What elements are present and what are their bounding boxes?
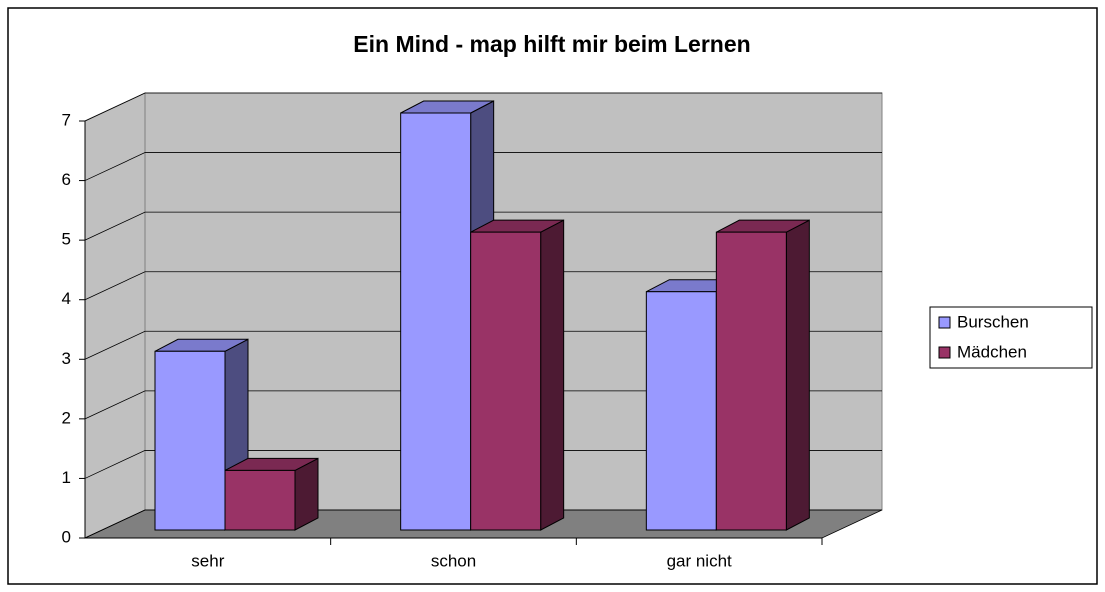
grid-line bbox=[84, 152, 882, 181]
grid-line bbox=[84, 271, 882, 301]
y-tick-label: 7 bbox=[62, 110, 71, 129]
x-tick-label: gar nicht bbox=[667, 551, 732, 570]
x-tick-label: schon bbox=[431, 551, 476, 570]
y-tick-label: 4 bbox=[62, 289, 71, 308]
bar bbox=[470, 231, 542, 531]
x-tick-label: sehr bbox=[191, 551, 224, 570]
legend-label: Burschen bbox=[957, 312, 1029, 331]
legend-box bbox=[929, 306, 1093, 369]
y-tick-label: 3 bbox=[62, 349, 71, 368]
y-tick-label: 0 bbox=[62, 527, 71, 546]
y-tick-label: 1 bbox=[62, 468, 71, 487]
y-tick-label: 5 bbox=[62, 230, 71, 249]
grid-line bbox=[84, 509, 882, 539]
legend-label: Mädchen bbox=[957, 342, 1027, 361]
bar bbox=[400, 112, 472, 531]
legend-swatch bbox=[938, 316, 951, 329]
grid-line bbox=[84, 390, 882, 420]
bar bbox=[645, 291, 717, 531]
grid-line bbox=[84, 330, 882, 360]
side-wall bbox=[84, 92, 146, 539]
y-tick-label: 6 bbox=[62, 170, 71, 189]
bar-side bbox=[785, 219, 810, 531]
bar bbox=[154, 350, 226, 531]
bar bbox=[715, 231, 787, 531]
grid-line bbox=[84, 92, 882, 122]
grid-line bbox=[84, 450, 882, 479]
legend-swatch bbox=[938, 346, 951, 359]
y-tick-label: 2 bbox=[62, 408, 71, 427]
grid-line bbox=[84, 211, 882, 241]
chart-title: Ein Mind - map hilft mir beim Lernen bbox=[353, 31, 750, 57]
bar bbox=[224, 469, 296, 531]
bar-side bbox=[540, 219, 565, 531]
